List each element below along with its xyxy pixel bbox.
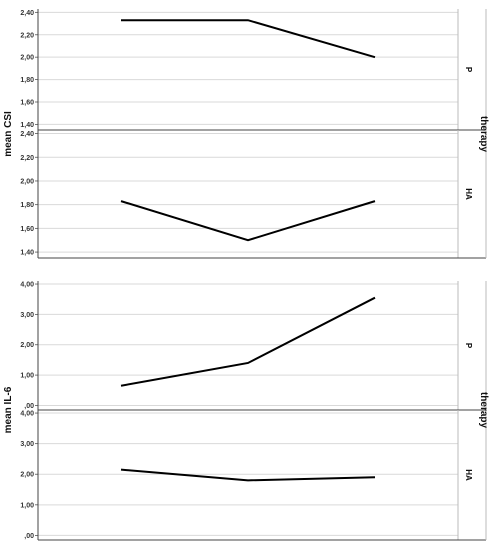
- y-tick-label: 1,00: [20, 373, 34, 380]
- series-line: [120, 200, 376, 242]
- y-axis-title: mean IL-6: [3, 386, 14, 433]
- y-tick-label: 1,40: [20, 122, 34, 129]
- y-tick-label: 2,00: [20, 55, 34, 62]
- y-tick-label: 2,40: [20, 131, 34, 138]
- y-tick-label: ,00: [24, 403, 34, 410]
- y-tick-label: 4,00: [20, 411, 34, 418]
- y-tick-label: ,00: [24, 533, 34, 540]
- strip-label: P: [464, 67, 473, 73]
- y-tick-label: 1,60: [20, 99, 34, 106]
- series-line: [121, 19, 376, 59]
- panel-2-ha: ,00 1,00 2,00 3,00 4,00 HA: [20, 410, 486, 541]
- panel-1-ha: 1,40 1,60 1,80 2,00 2,20 2,40 HA: [20, 130, 486, 259]
- y-tick-label: 4,00: [20, 282, 34, 289]
- y-tick-label: 1,60: [20, 226, 34, 233]
- y-axis-title: mean CSI: [3, 111, 14, 157]
- y-tick-label: 2,00: [20, 342, 34, 349]
- y-tick-label: 3,00: [20, 441, 34, 448]
- strip-label: P: [464, 343, 473, 349]
- facet-label: therapy: [478, 116, 489, 153]
- y-tick-label: 2,20: [20, 32, 34, 39]
- y-tick-label: 1,40: [20, 250, 34, 257]
- facet-label: therapy: [478, 392, 489, 429]
- y-tick-label: 1,80: [20, 77, 34, 84]
- panel-1-p: 1,40 1,60 1,80 2,00 2,20 2,40 P: [20, 9, 486, 131]
- y-tick-label: 2,20: [20, 155, 34, 162]
- chart-2: ,00 1,00 2,00 3,00 4,00 P ,00 1,00 2,00 3,00 4,00 H…: [3, 281, 489, 541]
- strip-label: HA: [464, 188, 473, 200]
- y-tick-label: 1,80: [20, 202, 34, 209]
- y-tick-label: 2,00: [20, 178, 34, 185]
- strip-label: HA: [464, 469, 473, 481]
- chart-1: 1,40 1,60 1,80 2,00 2,20 2,40 P 1,40 1,60 1,80 2,0…: [3, 9, 489, 259]
- series-line: [120, 468, 376, 482]
- y-tick-label: 3,00: [20, 312, 34, 319]
- y-tick-label: 2,00: [20, 472, 34, 479]
- panel-2-p: ,00 1,00 2,00 3,00 4,00 P: [20, 281, 486, 411]
- series-line: [120, 296, 376, 387]
- y-tick-label: 1,00: [20, 502, 34, 509]
- y-tick-label: 2,40: [20, 10, 34, 17]
